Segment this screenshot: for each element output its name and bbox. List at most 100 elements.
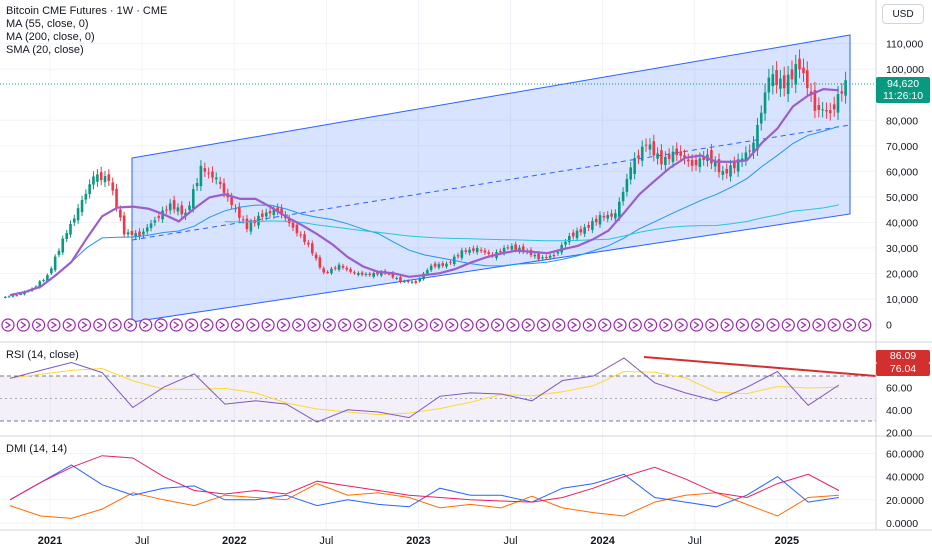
event-marker[interactable] [445, 318, 459, 332]
event-marker[interactable] [659, 318, 673, 332]
event-marker[interactable] [567, 318, 581, 332]
event-marker[interactable] [796, 318, 811, 332]
candle-body [579, 229, 583, 233]
event-marker[interactable] [185, 318, 199, 332]
event-marker[interactable] [62, 318, 76, 332]
chart-title[interactable]: Bitcoin CME Futures · 1W · CME [6, 5, 168, 17]
event-marker[interactable] [368, 318, 382, 332]
event-marker[interactable] [230, 318, 245, 332]
event-marker[interactable] [521, 318, 535, 332]
event-marker[interactable] [491, 318, 505, 332]
event-marker[interactable] [506, 318, 520, 332]
sma20-legend[interactable]: SMA (20, close) [6, 44, 84, 56]
event-marker[interactable] [475, 318, 489, 332]
candle-body [621, 191, 625, 202]
event-marker[interactable] [812, 318, 826, 332]
time-axis-label: 2025 [775, 535, 799, 547]
event-marker[interactable] [246, 318, 260, 332]
event-marker[interactable] [108, 318, 122, 332]
event-marker[interactable] [338, 318, 352, 332]
rsi-divergence-trendline[interactable] [643, 356, 877, 377]
event-marker[interactable] [751, 318, 765, 332]
event-marker[interactable] [16, 318, 30, 332]
candle-body [575, 230, 579, 239]
dmi-axis[interactable]: 60.0000 40.0000 20.0000 0.0000 [886, 448, 924, 530]
candle-body [50, 268, 53, 274]
event-marker[interactable] [77, 318, 92, 332]
event-marker[interactable] [689, 318, 704, 332]
time-axis[interactable]: 2021 Jul 2022 Jul 2023 Jul 2024 Jul 2025 [38, 535, 799, 547]
event-marker[interactable] [47, 318, 61, 332]
event-marker[interactable] [598, 318, 612, 332]
event-marker[interactable] [536, 318, 551, 332]
ma200-legend[interactable]: MA (200, close, 0) [6, 31, 95, 43]
event-marker[interactable] [766, 318, 780, 332]
event-marker-chevron [173, 321, 180, 329]
event-marker[interactable] [399, 318, 413, 332]
candle-body [207, 172, 210, 174]
event-marker-chevron [846, 321, 853, 329]
event-marker[interactable] [322, 318, 336, 332]
event-marker[interactable] [643, 318, 658, 332]
event-marker[interactable] [781, 318, 795, 332]
event-marker[interactable] [1, 318, 15, 332]
event-marker[interactable] [460, 318, 474, 332]
candle-body [230, 197, 233, 205]
candle-body [675, 148, 679, 156]
dmi-legend[interactable]: DMI (14, 14) [6, 443, 68, 455]
event-marker[interactable] [200, 318, 214, 332]
rsi-ma-line [9, 367, 839, 416]
event-marker[interactable] [414, 318, 428, 332]
event-marker[interactable] [215, 318, 229, 332]
price-axis[interactable]: 110,000 100,000 80,000 70,000 60,000 50,000 40… [886, 39, 924, 332]
event-marker[interactable] [276, 318, 290, 332]
candle-body [73, 218, 76, 223]
event-marker[interactable] [429, 318, 443, 332]
candle-body [199, 165, 203, 187]
event-marker[interactable] [613, 318, 627, 332]
event-marker[interactable] [307, 318, 321, 332]
candle-body [299, 234, 303, 236]
event-marker[interactable] [674, 318, 688, 332]
event-marker[interactable] [628, 318, 642, 332]
candle-body [568, 235, 571, 243]
event-marker[interactable] [842, 318, 857, 332]
rsi-legend[interactable]: RSI (14, close) [6, 349, 79, 361]
event-marker-chevron [632, 321, 639, 329]
event-marker[interactable] [93, 318, 107, 332]
event-marker[interactable] [858, 318, 872, 332]
candle-body [629, 167, 632, 180]
event-marker[interactable] [261, 318, 275, 332]
candle-body [387, 273, 391, 275]
event-marker[interactable] [169, 318, 183, 332]
rsi-axis-label: 60.00 [886, 382, 912, 394]
candle-body [360, 272, 364, 275]
event-marker-row[interactable] [1, 318, 872, 332]
event-marker[interactable] [735, 318, 750, 332]
rsi-axis[interactable]: 60.00 40.00 20.00 [886, 382, 912, 439]
candle-body [806, 70, 809, 89]
event-marker-chevron [5, 321, 12, 329]
ma55-legend[interactable]: MA (55, close, 0) [6, 18, 89, 30]
event-marker[interactable] [292, 318, 306, 332]
candle-body [38, 281, 42, 288]
event-marker[interactable] [827, 318, 841, 332]
event-marker[interactable] [154, 318, 168, 332]
event-marker[interactable] [123, 318, 137, 332]
time-axis-label: 2022 [222, 535, 246, 547]
candle-body [218, 181, 222, 184]
event-marker[interactable] [383, 318, 398, 332]
candle-body [771, 74, 775, 87]
event-marker[interactable] [353, 318, 367, 332]
candle-body [510, 245, 514, 250]
event-marker[interactable] [582, 318, 597, 332]
candle-body [809, 91, 813, 94]
event-marker[interactable] [139, 318, 153, 332]
event-marker[interactable] [720, 318, 734, 332]
event-marker[interactable] [552, 318, 566, 332]
event-marker[interactable] [705, 318, 719, 332]
event-marker[interactable] [31, 318, 46, 332]
currency-button[interactable]: USD [882, 4, 924, 24]
ma200-line [224, 204, 839, 242]
